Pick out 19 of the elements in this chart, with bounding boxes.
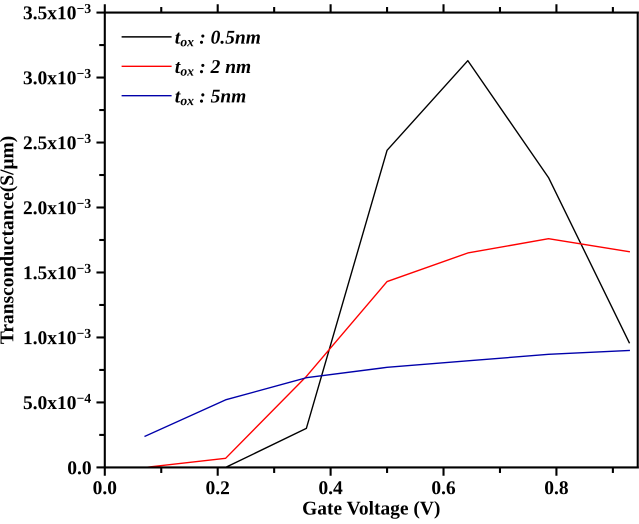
line-series [144, 350, 630, 437]
y-tick-label: 0.0 [68, 461, 91, 474]
x-tick-label: 0.0 [93, 481, 116, 494]
y-tick-label: 2.5x10$^{−3}$ [24, 134, 91, 150]
x-tick-label: 0.2 [206, 481, 230, 494]
x-tick-label: 0.8 [545, 481, 568, 494]
y-tick-label: 2.0x10$^{−3}$ [24, 198, 91, 214]
legend-label: t$_{ox}$ : 5nm [175, 90, 246, 106]
x-tick-label: 0.4 [319, 481, 342, 494]
x-tick-label: 0.6 [432, 481, 456, 494]
y-tick-label: 1.5x10$^{−3}$ [24, 264, 91, 280]
y-axis-title: Transconductance(S/μm) [0, 136, 18, 344]
y-tick-label: 3.5x10$^{−3}$ [24, 4, 91, 20]
x-axis-title: Gate Voltage (V) [303, 501, 440, 519]
legend-label: t$_{ox}$ : 2 nm [175, 60, 250, 76]
y-tick-label: 1.0x10$^{−3}$ [24, 328, 91, 344]
legend-label: t$_{ox}$ : 0.5nm [175, 30, 260, 46]
y-tick-label: 3.0x10$^{−3}$ [24, 68, 91, 84]
y-tick-label: 5.0x10$^{−4}$ [24, 394, 91, 410]
